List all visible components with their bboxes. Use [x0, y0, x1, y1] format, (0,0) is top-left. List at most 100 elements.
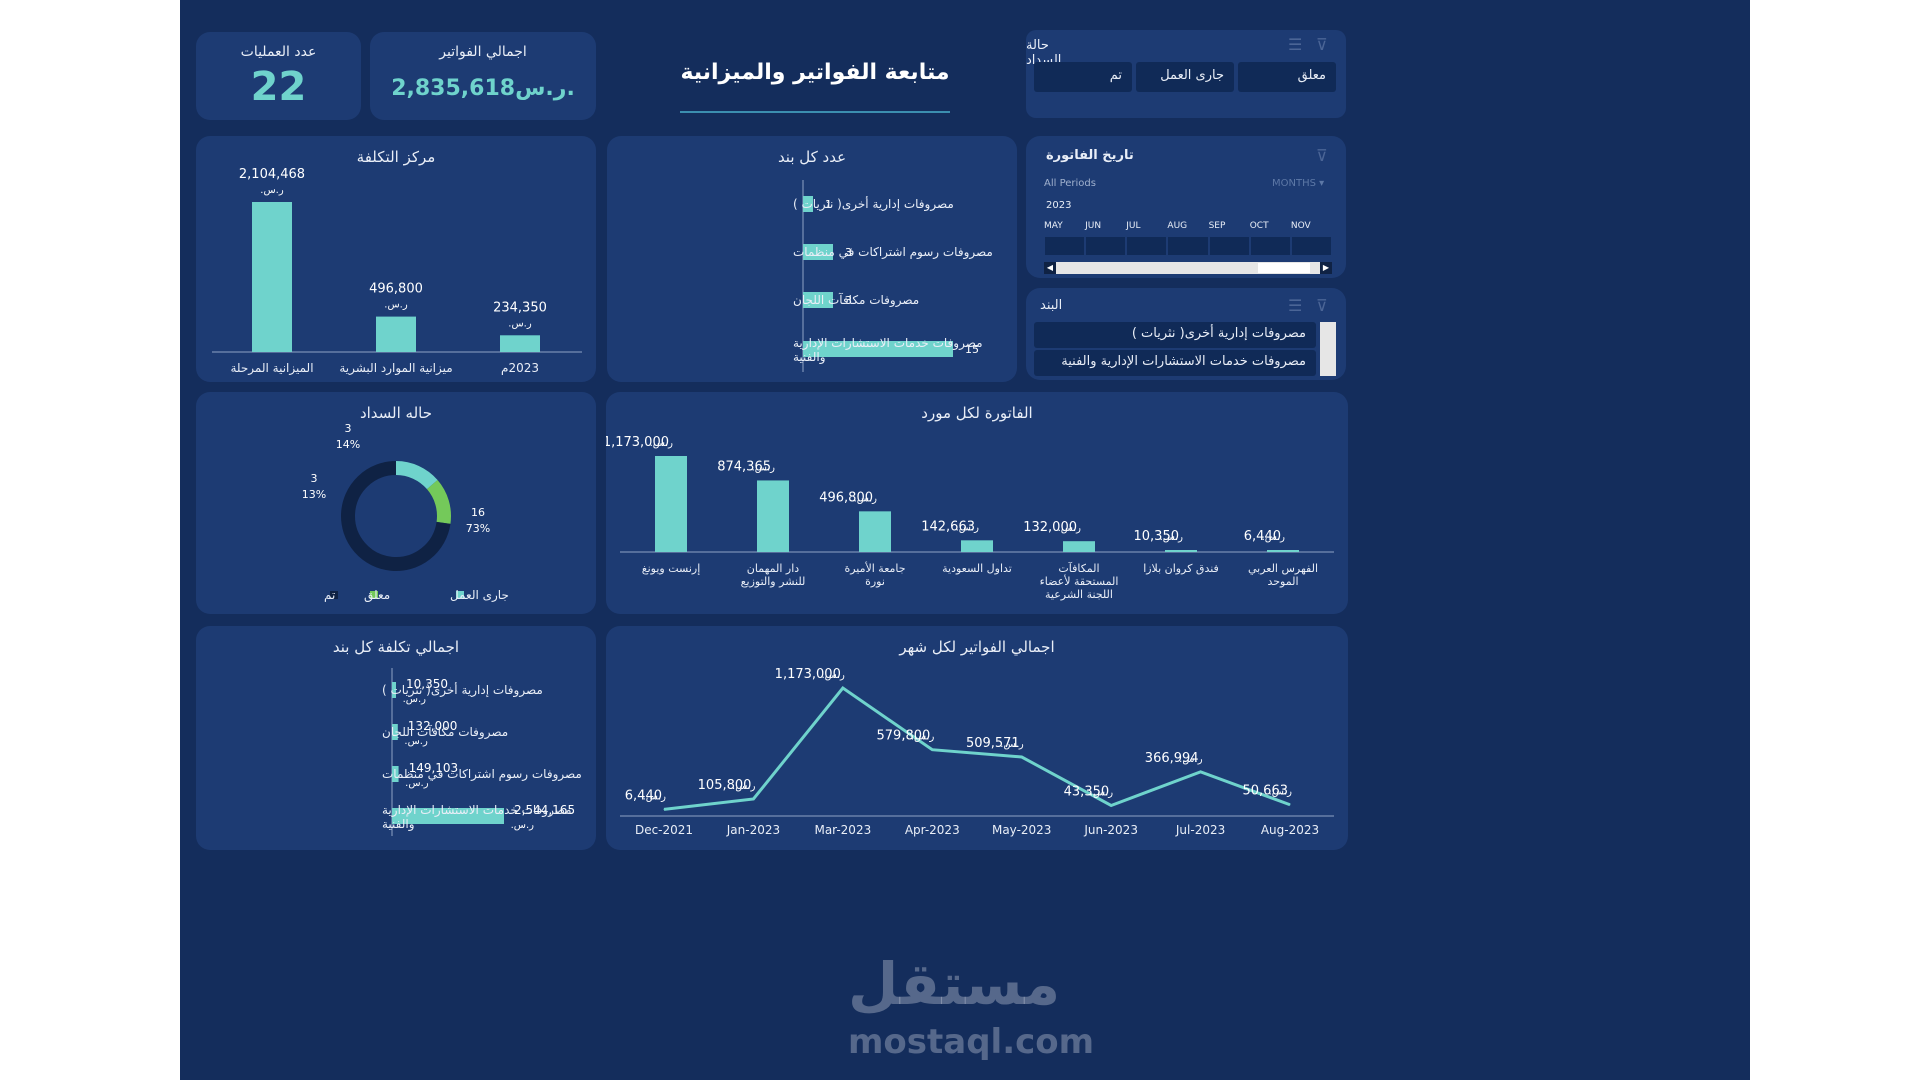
data-label: 874,365: [717, 459, 771, 474]
x-tick-label: May-2023: [992, 823, 1051, 837]
data-label: 3: [845, 294, 852, 307]
data-label: 6,440: [1244, 529, 1281, 544]
bar: [757, 480, 789, 552]
category-label: مصروفات خدمات الاستشارات الإدارية والفنية: [382, 803, 572, 832]
count-per-item-title: عدد كل بند: [777, 148, 847, 166]
multi-select-icon[interactable]: ☰: [1288, 296, 1303, 315]
unit-label: ر.س.: [1269, 787, 1293, 798]
total-cost-card: اجمالي تكلفة كل بند 10,350 ر.س. مصروفات إد…: [196, 626, 596, 850]
bar: [803, 292, 833, 308]
slice-count-label: 3: [311, 472, 318, 485]
category-label: مصروفات خدمات الاستشارات الإدارية والفنية: [793, 336, 983, 365]
data-label: 366,994: [1145, 751, 1199, 766]
scroll-right-icon[interactable]: ▶: [1320, 262, 1332, 274]
legend-swatch: [456, 591, 464, 599]
clear-filter-icon[interactable]: ⊽: [1316, 296, 1328, 315]
timeline-month-cell[interactable]: [1127, 237, 1167, 255]
payment-option-done[interactable]: تم: [1034, 62, 1132, 92]
category-label: المكافآت المستحقة لأعضاء اللجنة الشرعية: [1040, 561, 1119, 601]
bar: [803, 244, 833, 260]
cost-center-title: مركز التكلفة: [356, 148, 436, 166]
total-cost-title: اجمالي تكلفة كل بند: [332, 638, 460, 656]
scroll-left-icon[interactable]: ◀: [1044, 262, 1056, 274]
clear-filter-icon[interactable]: ⊽: [1316, 35, 1328, 54]
data-label: 10,350: [406, 677, 448, 691]
date-slicer-title: تاريخ الفاتورة: [1046, 148, 1134, 163]
kpi-total-value: 2,835,618ر.س.: [391, 76, 575, 101]
item-option-misc[interactable]: مصروفات إدارية أخرى( نثريات ): [1034, 322, 1316, 348]
dashboard: عدد العمليات 22 اجمالي الفواتير 2,835,61…: [180, 0, 1750, 1080]
count-per-item-card: عدد كل بند 1 مصروفات إدارية أخرى( نثريات …: [607, 136, 1017, 382]
bar: [1063, 541, 1095, 552]
monthly-chart-card: اجمالي الفواتير لكل شهر 6,440 ر.س. Dec-202…: [606, 626, 1348, 850]
data-label: 1: [825, 198, 832, 211]
payment-status-slicer: حالة السداد ☰ ⊽ معلق جارى العمل تم: [1026, 30, 1346, 118]
unit-label: ر.س.: [821, 670, 845, 681]
timeline-month-label: MAY: [1044, 221, 1063, 231]
timeline-month-cell[interactable]: [1250, 237, 1290, 255]
x-tick-label: Jan-2023: [726, 823, 780, 837]
data-point: [931, 749, 933, 751]
category-label: إرنست ويونغ: [642, 562, 701, 575]
cost-center-chart: 2,104,468 ر.س. الميزانية المرحلة 496,800 ر.س…: [212, 167, 582, 376]
category-label: مصروفات رسوم اشتراكات في منظمات: [793, 245, 993, 260]
unit-label: ر.س.: [511, 820, 535, 831]
data-label: 1,173,000: [775, 667, 841, 682]
category-label: الميزانية المرحلة: [230, 361, 313, 376]
timeline-month-cell[interactable]: [1045, 237, 1085, 255]
item-option-consulting[interactable]: مصروفات خدمات الاستشارات الإدارية والفني…: [1034, 350, 1316, 376]
timeline-month-cell[interactable]: [1086, 237, 1126, 255]
bar: [655, 456, 687, 552]
bar: [392, 724, 398, 740]
slicer-scrollbar[interactable]: [1320, 322, 1336, 376]
bar: [961, 540, 993, 552]
invoice-date-timeline: تاريخ الفاتورة ⊽ All Periods MONTHS ▾ 20…: [1026, 136, 1346, 278]
bar: [252, 202, 292, 352]
payment-option-pending[interactable]: معلق: [1238, 62, 1336, 92]
slice-percent-label: 14%: [336, 438, 360, 451]
item-slicer-title: البند: [1040, 298, 1063, 313]
multi-select-icon[interactable]: ☰: [1288, 35, 1303, 54]
x-tick-label: Mar-2023: [814, 823, 871, 837]
kpi-count-card: عدد العمليات 22: [196, 32, 361, 120]
payment-option-in-progress[interactable]: جارى العمل: [1136, 62, 1234, 92]
category-label: جامعة الأميرة نورة: [844, 561, 905, 588]
bar: [392, 682, 396, 698]
slice-count-label: 16: [471, 506, 485, 519]
data-label: 50,663: [1243, 784, 1289, 799]
legend-swatch: [370, 591, 378, 599]
donut-slice: [426, 479, 451, 524]
category-label: ميزانية الموارد البشرية: [339, 361, 452, 376]
unit-label: ر.س.: [1262, 532, 1286, 543]
x-tick-label: Jun-2023: [1083, 823, 1138, 837]
timeline-month-label: JUN: [1085, 221, 1102, 231]
category-label: مصروفات إدارية أخرى( نثريات ): [382, 682, 543, 698]
data-label: 105,800: [698, 778, 752, 793]
timeline-year: 2023: [1046, 200, 1072, 211]
timeline-month-cell[interactable]: [1168, 237, 1208, 255]
unit-label: ر.س.: [405, 778, 429, 789]
timeline-month-cell[interactable]: [1209, 237, 1249, 255]
slice-percent-label: 73%: [466, 522, 490, 535]
unit-label: ر.س.: [752, 462, 776, 473]
timeline-month-label: AUG: [1167, 221, 1188, 231]
timeline-month-cell[interactable]: [1291, 237, 1331, 255]
unit-label: ر.س.: [1090, 787, 1114, 798]
x-tick-label: Dec-2021: [635, 823, 693, 837]
unit-label: ر.س.: [260, 185, 284, 196]
timeline-scrollbar[interactable]: ◀ ▶: [1044, 262, 1332, 274]
data-label: 10,350: [1134, 529, 1180, 544]
category-label: مصروفات رسوم اشتراكات في منظمات: [382, 767, 582, 782]
scroll-thumb[interactable]: [1258, 263, 1310, 273]
period-level-dropdown[interactable]: MONTHS ▾: [1272, 178, 1325, 189]
cost-center-chart-card: مركز التكلفة 2,104,468 ر.س. الميزانية المر…: [196, 136, 596, 382]
clear-filter-icon[interactable]: ⊽: [1316, 146, 1328, 165]
series-line: [663, 685, 1291, 811]
category-label: مصروفات مكافآت اللجان: [793, 292, 919, 308]
data-label: 132,000: [1023, 520, 1077, 535]
bar: [392, 766, 399, 782]
data-label: 579,800: [877, 729, 931, 744]
bar: [500, 335, 540, 352]
